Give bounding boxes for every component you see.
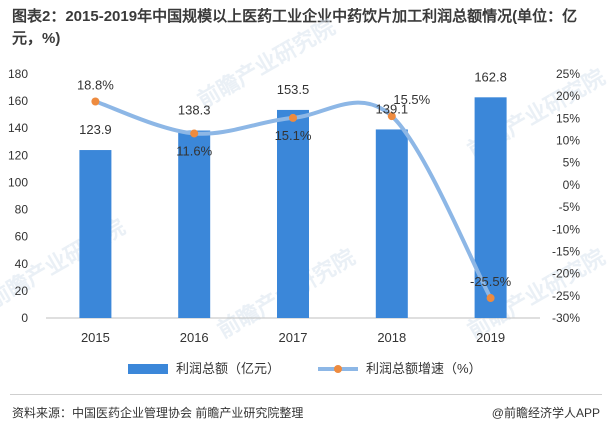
growth-point-2019 xyxy=(486,294,495,303)
growth-point-2015 xyxy=(91,97,100,106)
line-value-label: 11.6% xyxy=(176,143,212,158)
x-tick-label: 2016 xyxy=(180,330,209,345)
left-tick-label: 160 xyxy=(8,94,28,108)
legend-line-marker xyxy=(334,365,342,373)
credit-note: @前瞻经济学人APP xyxy=(491,406,600,420)
line-value-label: 15.5% xyxy=(393,92,430,107)
left-tick-label: 80 xyxy=(15,203,29,217)
chart-title: 图表2：2015-2019年中国规模以上医药工业企业中药饮片加工利润总额情况(单… xyxy=(12,8,578,47)
left-tick-label: 100 xyxy=(8,175,28,189)
bar-value-label: 153.5 xyxy=(277,82,310,97)
right-tick-label: -5% xyxy=(559,200,581,214)
line-value-label: -25.5% xyxy=(470,274,512,289)
bar-value-label: 138.3 xyxy=(178,103,211,118)
right-tick-label: 25% xyxy=(556,67,580,81)
left-tick-label: 20 xyxy=(15,284,29,298)
right-tick-label: 15% xyxy=(556,111,580,125)
right-tick-label: -20% xyxy=(552,267,580,281)
right-tick-label: 10% xyxy=(556,134,580,148)
right-axis: -30% -25% -20% -15% -10% -5% 0% 5% 10% 15% 20% 25% xyxy=(552,67,580,325)
x-axis-labels: 2015 2016 2017 2018 2019 xyxy=(81,330,505,345)
bar-2015 xyxy=(79,150,112,318)
growth-point-2017 xyxy=(289,113,297,122)
right-tick-label: 0% xyxy=(563,178,581,192)
bar-series xyxy=(79,97,507,318)
data-labels: 123.9 138.3 153.5 139.1 162.8 18.8% 11.6% 15.1%… xyxy=(77,69,512,289)
bar-2019 xyxy=(474,97,507,318)
x-tick-label: 2017 xyxy=(279,330,308,345)
growth-line xyxy=(93,99,493,301)
legend: 利润总额（亿元） 利润总额增速（%） xyxy=(128,361,482,376)
legend-line-label: 利润总额增速（%） xyxy=(366,361,482,376)
left-tick-label: 40 xyxy=(15,257,29,271)
watermark-text: 前瞻产业研究院 xyxy=(193,14,339,113)
legend-bar-label: 利润总额（亿元） xyxy=(176,361,280,376)
left-tick-label: 0 xyxy=(21,311,28,325)
bar-value-label: 162.8 xyxy=(474,69,507,84)
line-value-label: 15.1% xyxy=(275,128,312,143)
bar-value-label: 139.1 xyxy=(376,101,409,116)
bar-value-label: 123.9 xyxy=(79,122,112,137)
right-tick-label: -15% xyxy=(552,244,580,258)
right-tick-label: 5% xyxy=(563,156,581,170)
x-tick-label: 2018 xyxy=(377,330,406,345)
left-tick-label: 180 xyxy=(8,67,28,81)
footer-divider xyxy=(10,394,602,395)
right-tick-label: -25% xyxy=(552,289,580,303)
source-note: 资料来源：中国医药企业管理协会 前瞻产业研究院整理 xyxy=(12,406,304,420)
line-value-label: 18.8% xyxy=(77,78,114,93)
bar-2016 xyxy=(178,130,211,318)
bar-2017 xyxy=(277,109,309,318)
left-tick-label: 60 xyxy=(15,230,29,244)
right-tick-label: -30% xyxy=(552,311,580,325)
legend-bar-swatch xyxy=(128,364,168,374)
x-tick-label: 2015 xyxy=(81,330,110,345)
right-tick-label: -10% xyxy=(552,222,580,236)
left-axis: 0 20 40 60 80 100 120 140 160 180 xyxy=(8,67,28,325)
line-series xyxy=(91,97,495,303)
right-tick-label: 20% xyxy=(556,89,580,103)
growth-point-2016 xyxy=(190,129,199,138)
left-tick-label: 120 xyxy=(8,148,28,162)
bar-2018 xyxy=(375,129,408,318)
left-tick-label: 140 xyxy=(8,121,28,135)
x-tick-label: 2019 xyxy=(476,330,505,345)
growth-point-2018 xyxy=(387,112,396,121)
